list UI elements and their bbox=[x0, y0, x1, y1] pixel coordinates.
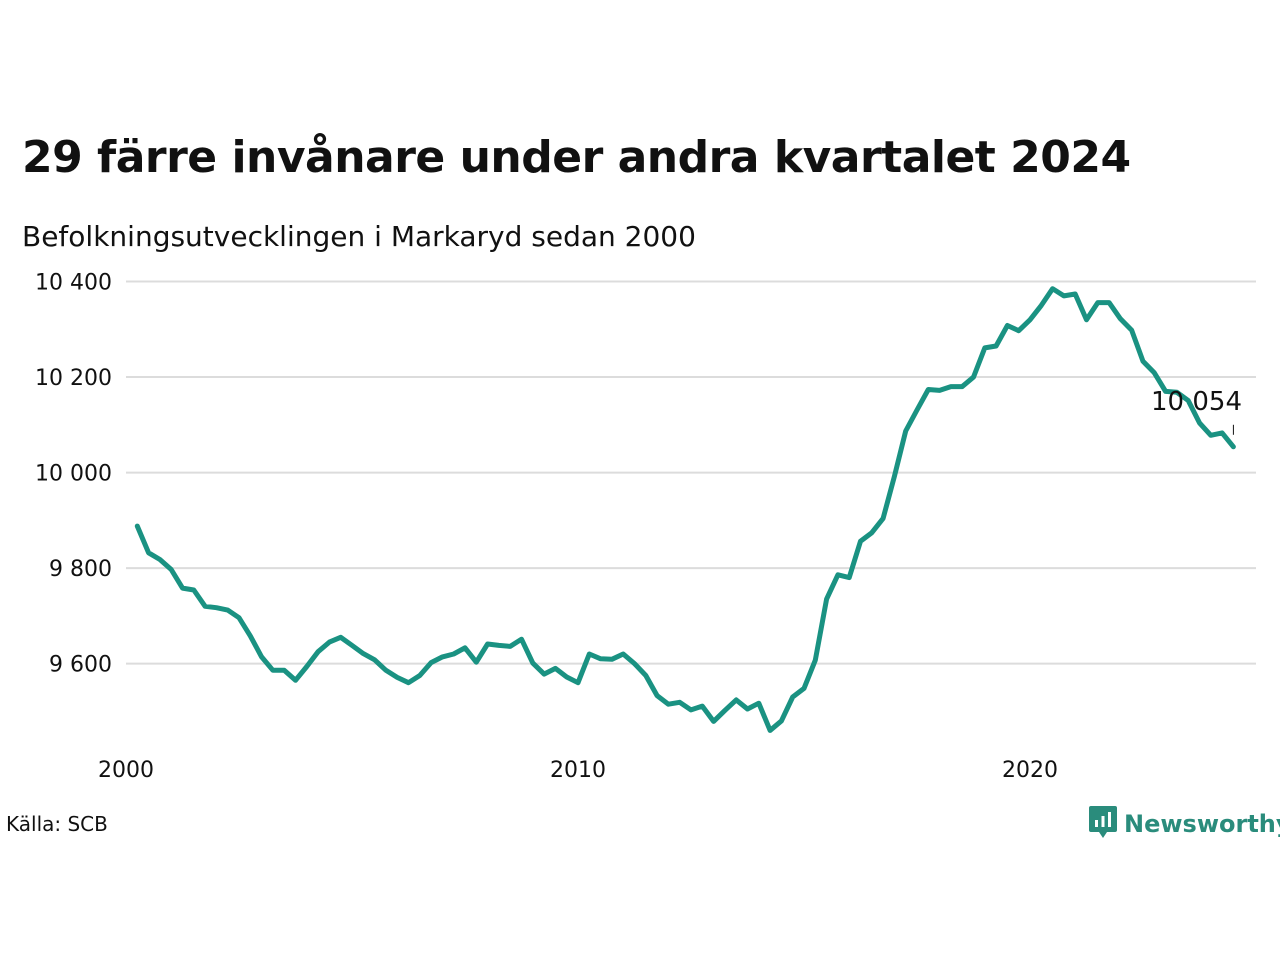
y-tick-label: 9 800 bbox=[49, 557, 112, 582]
newsworthy-logo-icon bbox=[1088, 804, 1118, 844]
series-line bbox=[134, 286, 1236, 733]
chart-subtitle: Befolkningsutvecklingen i Markaryd sedan… bbox=[22, 220, 696, 253]
y-tick-label: 9 600 bbox=[49, 653, 112, 678]
y-tick-label: 10 000 bbox=[35, 462, 112, 487]
y-tick-label: 10 400 bbox=[35, 271, 112, 296]
chart-title: 29 färre invånare under andra kvartalet … bbox=[22, 132, 1131, 183]
x-tick-label: 2000 bbox=[98, 758, 154, 783]
x-tick-label: 2020 bbox=[1002, 758, 1058, 783]
brand-logo[interactable]: Newsworthy bbox=[1088, 804, 1280, 844]
y-tick-label: 10 200 bbox=[35, 366, 112, 391]
y-axis-labels: 9 600 9 800 10 000 10 200 10 400 bbox=[35, 271, 112, 678]
series-lines bbox=[134, 286, 1236, 733]
brand-name: Newsworthy bbox=[1124, 810, 1280, 838]
x-tick-label: 2010 bbox=[550, 758, 606, 783]
gridlines bbox=[126, 280, 1256, 665]
last-value-label: 10 054 bbox=[1151, 387, 1242, 417]
last-value-annotation: 10 054 bbox=[1151, 387, 1242, 435]
source-note: Källa: SCB bbox=[6, 812, 108, 836]
x-axis-labels: 2000 2010 2020 bbox=[98, 758, 1058, 783]
